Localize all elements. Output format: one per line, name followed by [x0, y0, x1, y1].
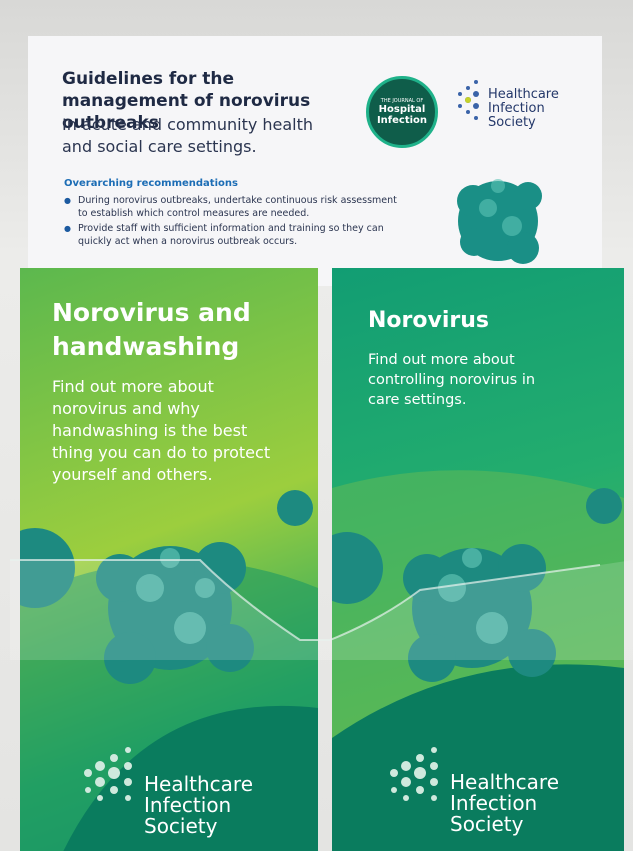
photo: Guidelines for the management of norovir…	[0, 0, 633, 851]
acrylic-holder	[0, 0, 633, 851]
